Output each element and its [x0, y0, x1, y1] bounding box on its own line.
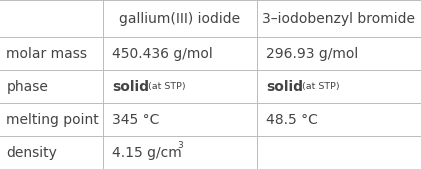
- Text: gallium(III) iodide: gallium(III) iodide: [120, 12, 240, 26]
- Text: molar mass: molar mass: [6, 47, 87, 61]
- Text: phase: phase: [6, 80, 48, 94]
- Text: (at STP): (at STP): [148, 82, 186, 91]
- Text: melting point: melting point: [6, 113, 99, 127]
- Text: solid: solid: [112, 80, 149, 94]
- Text: 4.15 g/cm: 4.15 g/cm: [112, 146, 182, 160]
- Text: (at STP): (at STP): [302, 82, 339, 91]
- Text: 296.93 g/mol: 296.93 g/mol: [266, 47, 358, 61]
- Text: 3: 3: [178, 141, 184, 150]
- Text: 345 °C: 345 °C: [112, 113, 160, 127]
- Text: 450.436 g/mol: 450.436 g/mol: [112, 47, 213, 61]
- Text: 3–iodobenzyl bromide: 3–iodobenzyl bromide: [262, 12, 416, 26]
- Text: solid: solid: [266, 80, 303, 94]
- Text: density: density: [6, 146, 57, 160]
- Text: 48.5 °C: 48.5 °C: [266, 113, 318, 127]
